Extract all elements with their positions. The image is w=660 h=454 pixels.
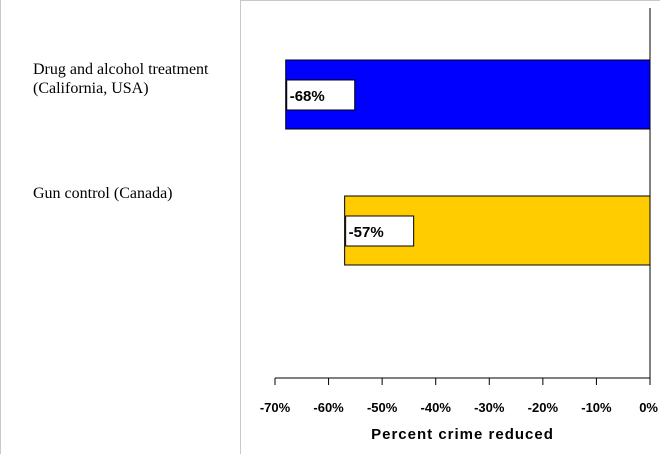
- category-label-gun-control: Gun control (Canada): [33, 185, 173, 202]
- x-tick-label-50: -50%: [367, 400, 398, 415]
- value-label-box-0: [286, 79, 356, 111]
- x-tick-label-30: -30%: [474, 400, 505, 415]
- label-column-divider: [240, 0, 241, 454]
- x-axis-title: Percent crime reduced: [371, 426, 554, 443]
- x-tick-label-20: -20%: [528, 400, 559, 415]
- value-label-68: -68%: [290, 88, 325, 105]
- frame-left-border: [0, 0, 1, 454]
- x-tick-label-10: -10%: [581, 400, 612, 415]
- x-tick-label-40: -40%: [421, 400, 452, 415]
- value-label-57: -57%: [349, 224, 384, 241]
- category-label-drug-alcohol: Drug and alcohol treatment (California, …: [33, 61, 209, 97]
- value-label-box-1: [345, 215, 415, 247]
- plot-top-border: [240, 0, 660, 1]
- x-tick-label-70: -70%: [260, 400, 291, 415]
- x-tick-label-0: 0%: [639, 400, 658, 415]
- x-tick-label-60: -60%: [313, 400, 344, 415]
